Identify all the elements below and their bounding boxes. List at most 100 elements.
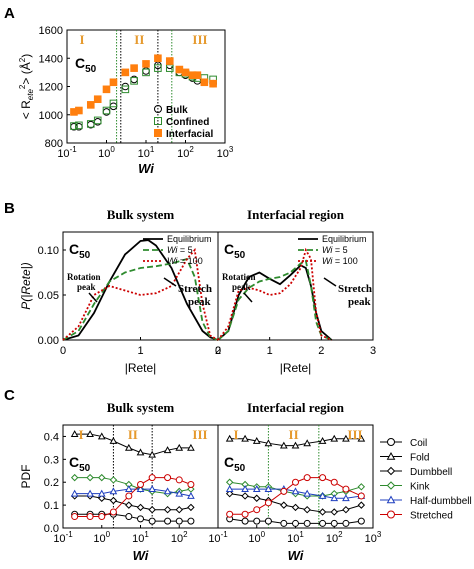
panel-c1-point-dumbbell-8 — [175, 505, 183, 514]
panel-b2-xtick-label-3: 3 — [370, 345, 376, 357]
panel-a-point-confined-6 — [121, 85, 130, 94]
panel-c1-point-kink-2 — [98, 473, 106, 482]
panel-letter-a: A — [4, 5, 15, 22]
panel-c-title-2: Interfacial region — [247, 400, 345, 415]
panel-a-point-interfacial-3 — [93, 95, 102, 104]
panel-b-title-1: Bulk system — [107, 207, 175, 222]
panel-a-region-2: II — [134, 32, 144, 47]
panel-c2-point-fold-8 — [330, 434, 339, 442]
panel-c1-point-kink-0 — [70, 473, 79, 482]
panel-c-legend-marker-0 — [387, 438, 395, 446]
panel-c2-point-fold-10 — [357, 434, 366, 442]
panel-c1-point-dumbbell-9 — [187, 503, 195, 512]
panel-c1-point-dumbbell-2 — [98, 494, 106, 502]
panel-c2-point-fold-9 — [342, 434, 350, 442]
panel-a-point-interfacial-16 — [209, 79, 217, 88]
panel-c1-point-kink-1 — [86, 473, 94, 482]
panel-a-point-interfacial-9 — [154, 54, 162, 63]
panel-c2-point-fold-6 — [303, 439, 312, 447]
panel-b2-line-1 — [217, 259, 333, 341]
panel-a-ytick-label-0: 800 — [45, 138, 63, 150]
panel-c1-point-dumbbell-3 — [109, 496, 118, 505]
panel-c2-point-dumbbell-0 — [225, 489, 234, 498]
panel-c1-point-half-dumbbell-2 — [97, 489, 106, 497]
panel-c2-point-dumbbell-4 — [280, 501, 288, 509]
panel-c1-point-coil-5 — [137, 515, 144, 523]
panel-a-ytick-label-2: 1200 — [39, 82, 63, 94]
panel-a-xtick-label-2: 101 — [138, 145, 155, 160]
panel-b1-xtick-label-1: 1 — [137, 345, 143, 357]
panel-a-point-confined-4 — [102, 106, 111, 115]
panel-b-frame-2 — [217, 231, 374, 341]
panel-a-point-interfacial-10 — [165, 57, 174, 65]
panel-b1-xtick-label-2: 2 — [215, 345, 221, 357]
panel-c2-region-2: II — [289, 427, 299, 442]
panel-c1-point-stretched-9 — [187, 481, 195, 489]
panel-a-point-confined-0 — [70, 122, 78, 130]
panel-b-plot-1 — [62, 231, 219, 341]
panel-a-ytick-label-4: 1600 — [39, 25, 63, 37]
panel-c1-point-half-dumbbell-5 — [136, 485, 145, 492]
panel-b2-line-2 — [217, 247, 333, 341]
panel-c1-point-half-dumbbell-1 — [86, 489, 94, 497]
panel-a-point-interfacial-6 — [121, 68, 130, 77]
panel-c-ytick-label-0: 0.0 — [44, 523, 59, 535]
panel-c1-point-fold-8 — [175, 443, 184, 451]
panel-a-xtick-label-1: 100 — [98, 145, 115, 160]
panel-c1-point-fold-2 — [97, 432, 106, 440]
panel-c1-point-kink-3 — [109, 476, 118, 484]
panel-c-chain-label-2: C50 — [224, 454, 246, 474]
panel-c1-line-half-dumbbell — [74, 488, 192, 497]
panel-c2-xtick-label-2: 101 — [287, 530, 304, 545]
panel-a-xtick-label-4: 103 — [217, 145, 234, 160]
panel-c2-point-stretched-1 — [241, 510, 249, 518]
panel-c2-point-half-dumbbell-0 — [225, 485, 234, 492]
panel-c-legend-marker-3 — [386, 481, 396, 490]
panel-c-legend-marker-2 — [386, 466, 396, 476]
panel-c1-region-2: II — [128, 427, 138, 442]
panel-b1-line-1 — [62, 257, 219, 341]
panel-c1-point-coil-4 — [125, 513, 133, 521]
panel-c2-point-dumbbell-5 — [291, 503, 300, 512]
panel-b-plot-2 — [217, 231, 374, 341]
panel-c2-point-coil-1 — [241, 517, 249, 525]
panel-b1-annot-stretch: Stretch — [178, 283, 212, 295]
panel-c1-line-fold — [74, 433, 191, 456]
panel-c-legend-label-3: Kink — [410, 482, 430, 493]
panel-letter-b: B — [4, 200, 15, 217]
panel-c2-xtick-label-4: 103 — [365, 530, 382, 545]
panel-b1-line-0 — [62, 239, 219, 341]
panel-b-ytick-label-2: 0.10 — [38, 245, 59, 257]
panel-c-legend-marker-5 — [387, 510, 395, 519]
panel-c1-xtick-label-1: 100 — [93, 530, 110, 545]
panel-c1-region-3: III — [192, 427, 207, 442]
panel-c1-point-fold-3 — [109, 436, 118, 444]
panel-a-plot — [66, 29, 226, 144]
panel-c-plot-1 — [62, 424, 219, 529]
panel-a-ytick-label-3: 1400 — [39, 53, 63, 65]
panel-c1-line-kink — [74, 477, 192, 495]
panel-c2-point-fold-7 — [318, 436, 327, 444]
panel-b-xlabel-2: |Rete| — [280, 361, 312, 375]
panel-c1-xtick-label-2: 101 — [132, 530, 149, 545]
panel-b2-annot-rotation: Rotation — [222, 272, 256, 282]
panel-b2-xtick-label-1: 1 — [267, 345, 273, 357]
panel-c2-point-stretched-4 — [280, 487, 288, 495]
panel-c1-point-coil-9 — [187, 517, 195, 525]
panel-c2-point-stretched-5 — [292, 478, 299, 486]
panel-a-point-interfacial-2 — [86, 101, 95, 109]
panel-b2-arrow-rotation — [243, 292, 253, 303]
panel-c1-xtick-label-0: 10-1 — [53, 530, 73, 545]
panel-c2-xtick-label-0: 10-1 — [208, 530, 228, 545]
panel-c2-region-3: III — [347, 427, 362, 442]
panel-c1-point-stretched-7 — [164, 474, 172, 482]
panel-c2-point-coil-5 — [292, 519, 299, 527]
panel-c2-point-stretched-7 — [319, 474, 327, 482]
panel-c-ytick-label-3: 0.3 — [44, 454, 59, 466]
panel-c2-point-fold-1 — [241, 434, 249, 442]
panel-b1-line-2 — [62, 247, 219, 341]
panel-c2-point-half-dumbbell-3 — [264, 485, 273, 492]
panel-c1-point-stretched-3 — [109, 508, 117, 516]
panel-c2-point-half-dumbbell-1 — [241, 485, 249, 492]
panel-c1-point-dumbbell-4 — [125, 501, 133, 509]
